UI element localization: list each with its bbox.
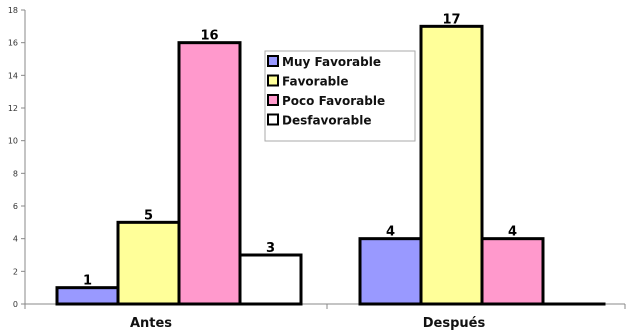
legend-box bbox=[264, 50, 416, 142]
legend-swatch bbox=[267, 94, 279, 106]
y-tick-label: 12 bbox=[8, 104, 18, 113]
y-tick-label: 8 bbox=[13, 169, 18, 178]
bar-favorable-0 bbox=[116, 220, 181, 306]
y-tick-label: 18 bbox=[8, 6, 18, 15]
data-label: 16 bbox=[200, 29, 218, 44]
chart-data-labels: 1 5 16 3 4 17 4 bbox=[83, 12, 517, 288]
bar-poco-favorable-0 bbox=[177, 41, 242, 306]
legend-swatch bbox=[267, 55, 279, 67]
legend-label: Desfavorable bbox=[282, 114, 371, 128]
data-label: 1 bbox=[83, 274, 92, 289]
data-label: 4 bbox=[508, 225, 517, 240]
y-tick-label: 4 bbox=[13, 235, 18, 244]
legend-label: Favorable bbox=[282, 75, 349, 89]
bar-desfavorable-0 bbox=[238, 253, 303, 306]
x-category-label: Después bbox=[423, 316, 486, 331]
data-label: 3 bbox=[266, 241, 275, 256]
data-label: 5 bbox=[144, 208, 153, 223]
y-tick-label: 0 bbox=[13, 300, 18, 309]
legend-swatch bbox=[267, 74, 279, 87]
chart-bars bbox=[55, 24, 606, 306]
legend-label: Poco Favorable bbox=[282, 94, 385, 108]
data-label: 17 bbox=[442, 12, 460, 27]
y-tick-label: 14 bbox=[8, 71, 18, 80]
chart-legend: Muy Favorable Favorable Poco Favorable Desf… bbox=[264, 50, 416, 142]
data-label: 4 bbox=[386, 225, 395, 240]
x-category-label: Antes bbox=[130, 316, 172, 331]
y-tick-label: 6 bbox=[13, 202, 18, 211]
bar-poco-favorable-1 bbox=[480, 237, 545, 306]
y-tick-label: 2 bbox=[13, 267, 18, 276]
y-tick-label: 16 bbox=[8, 39, 18, 48]
bar-muy-favorable-1 bbox=[358, 237, 423, 306]
y-tick-label: 10 bbox=[8, 137, 18, 146]
legend-swatch bbox=[267, 113, 279, 126]
legend-label: Muy Favorable bbox=[282, 55, 381, 69]
bar-muy-favorable-0 bbox=[55, 286, 120, 306]
bar-favorable-1 bbox=[419, 24, 484, 306]
